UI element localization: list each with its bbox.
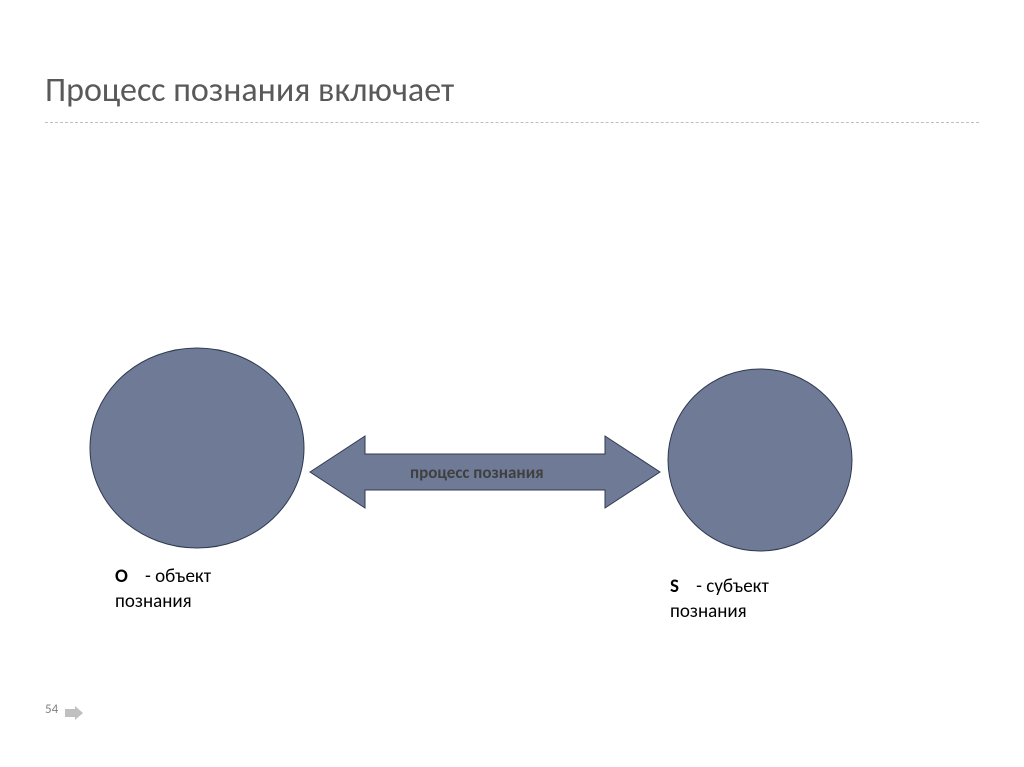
diagram-svg xyxy=(0,130,1024,730)
diagram-container: процесс познания O - объектпознания S - … xyxy=(0,130,1024,550)
left-label: O - объектпознания xyxy=(115,565,211,614)
title-divider xyxy=(45,122,979,123)
page-number: 54 xyxy=(45,702,58,717)
right-label: S - субъектпознания xyxy=(670,575,769,624)
slide-title: Процесс познания включает xyxy=(45,70,454,111)
left-ellipse xyxy=(90,348,304,548)
arrow-label: процесс познания xyxy=(410,462,544,483)
left-label-text: - объектпознания xyxy=(115,565,211,613)
right-label-text: - субъектпознания xyxy=(670,575,769,623)
left-label-letter: O xyxy=(115,565,128,588)
right-ellipse xyxy=(668,369,852,551)
page-arrow-icon xyxy=(65,706,83,720)
right-label-letter: S xyxy=(670,575,679,598)
